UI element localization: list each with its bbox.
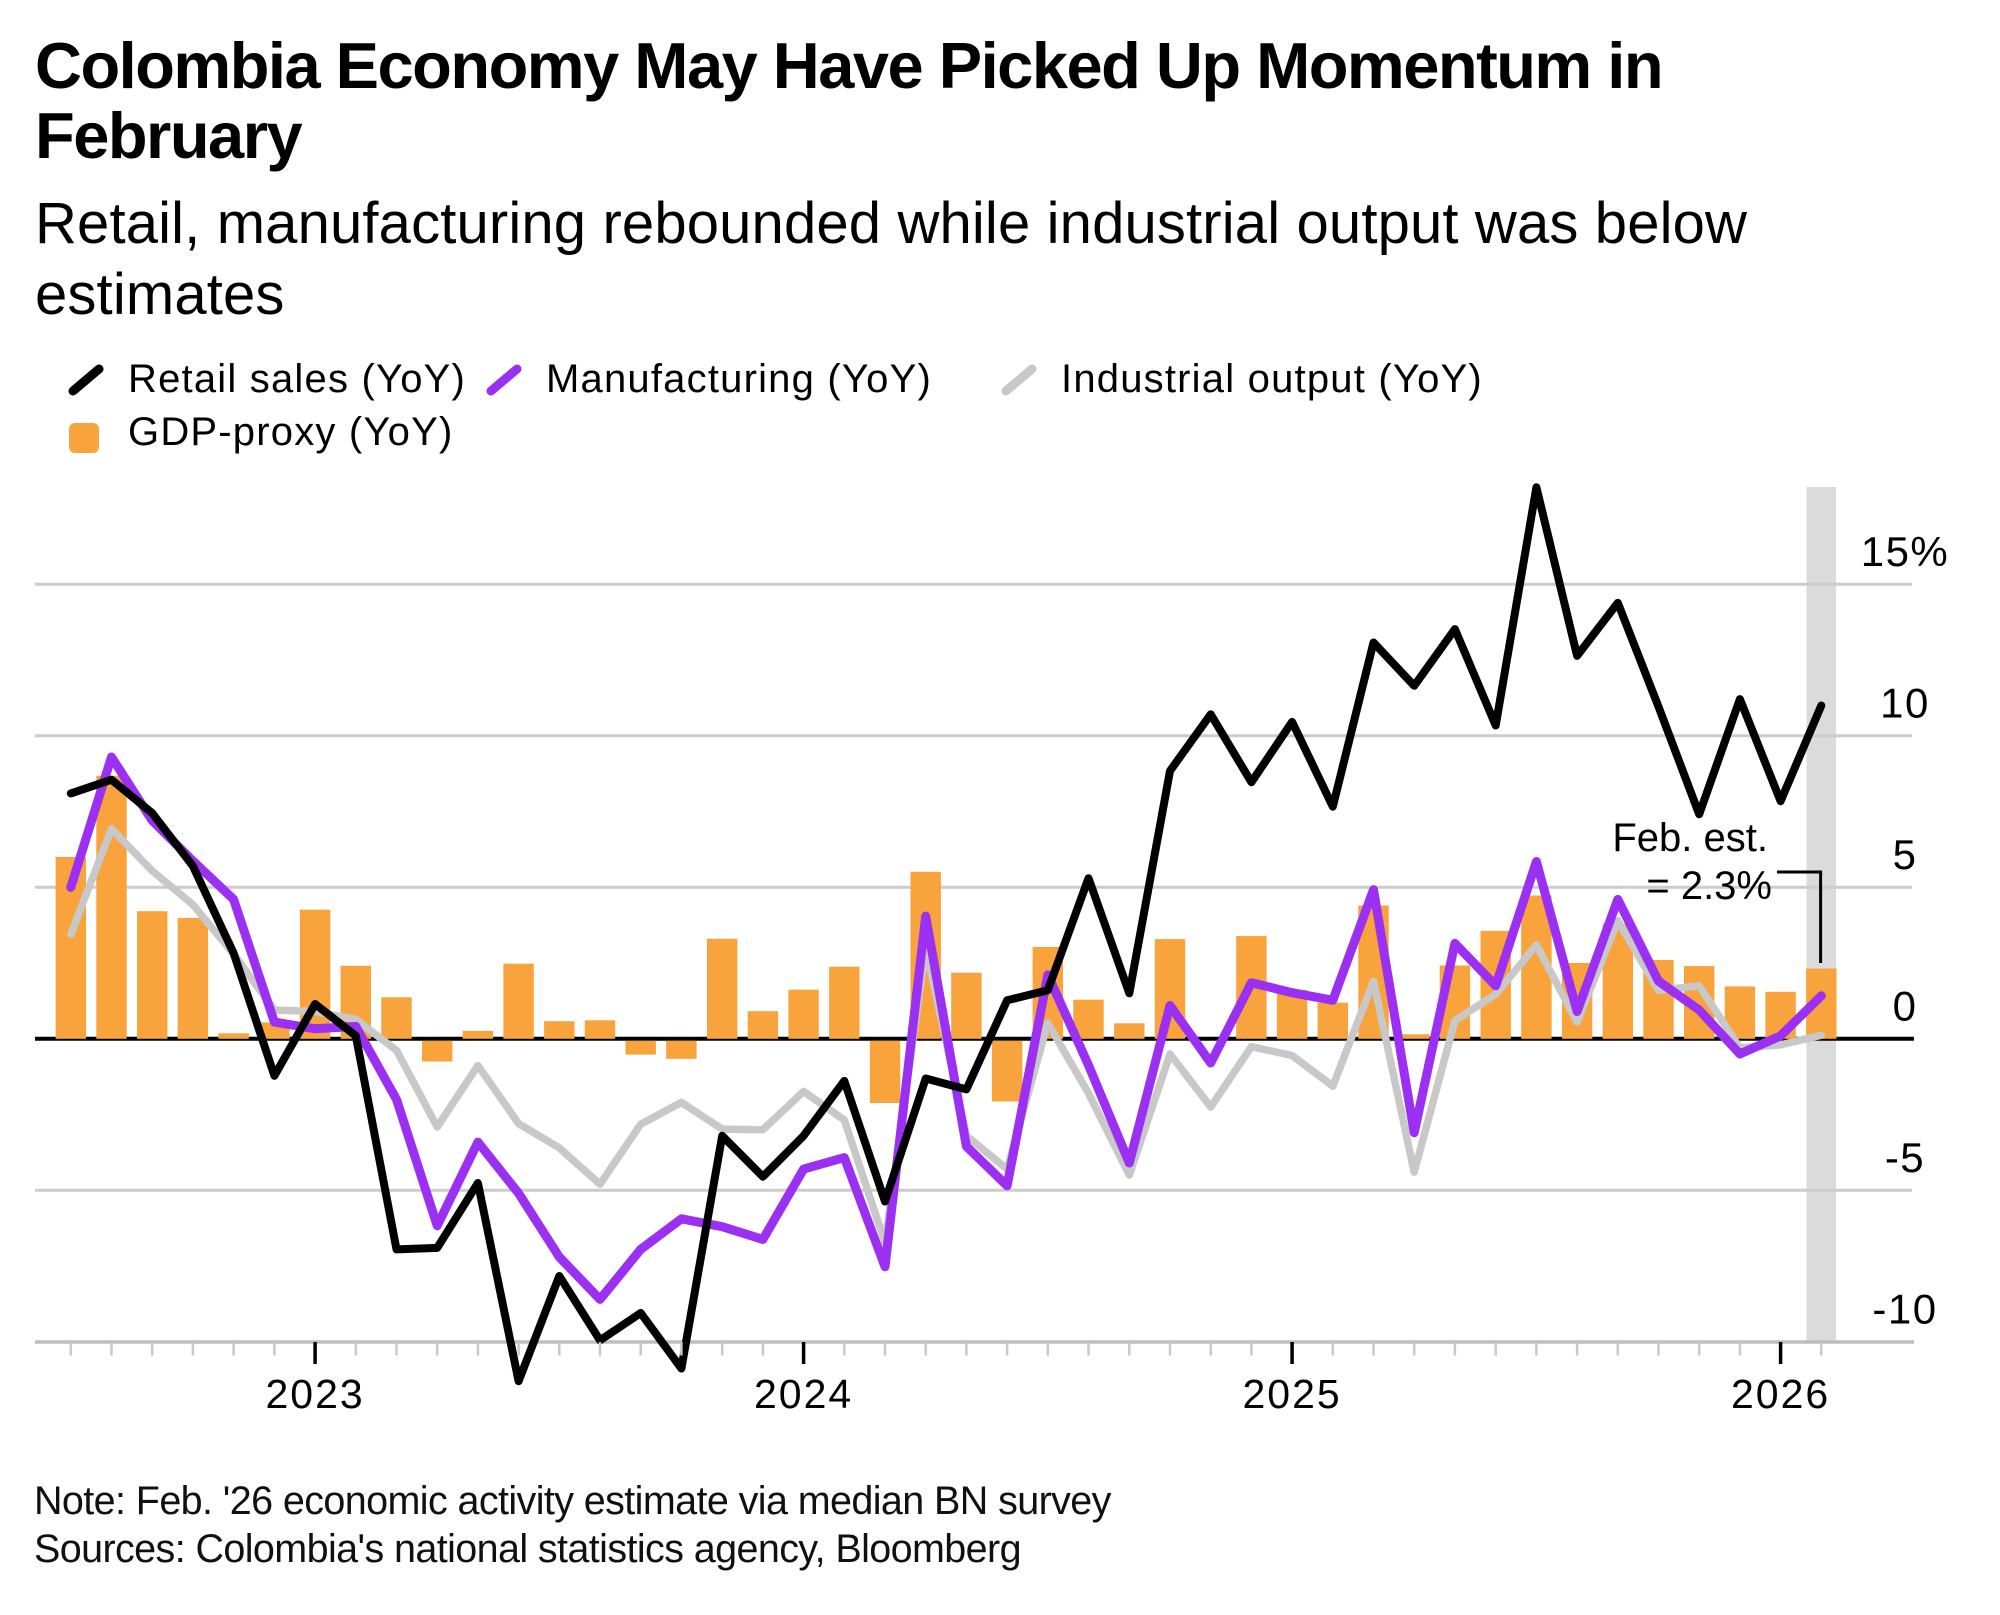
svg-text:2026: 2026 bbox=[1731, 1371, 1830, 1417]
svg-text:0: 0 bbox=[1893, 982, 1918, 1029]
svg-text:2025: 2025 bbox=[1242, 1371, 1341, 1417]
svg-text:-10: -10 bbox=[1872, 1285, 1937, 1332]
svg-text:-5: -5 bbox=[1885, 1134, 1925, 1181]
svg-text:= 2.3%: = 2.3% bbox=[1646, 864, 1772, 908]
svg-text:2024: 2024 bbox=[754, 1371, 853, 1417]
svg-text:2023: 2023 bbox=[265, 1371, 364, 1417]
svg-text:10: 10 bbox=[1880, 679, 1930, 726]
svg-text:15%: 15% bbox=[1861, 528, 1950, 575]
svg-text:Feb. est.: Feb. est. bbox=[1612, 816, 1768, 860]
svg-text:5: 5 bbox=[1893, 831, 1918, 878]
